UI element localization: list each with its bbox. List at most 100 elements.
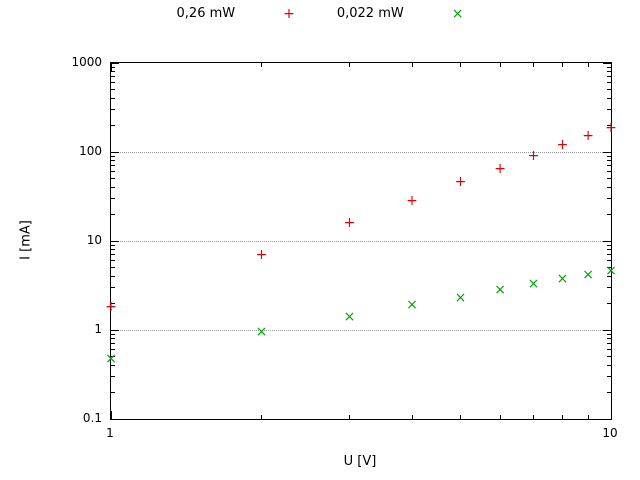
x-axis-tick	[110, 63, 112, 71]
x-axis-minor-tick	[499, 63, 501, 67]
x-axis-minor-tick	[349, 63, 351, 67]
data-point-x-marker: ×	[527, 275, 540, 292]
data-point-plus-marker: +	[556, 136, 569, 153]
x-axis-minor-tick	[533, 415, 535, 419]
y-axis-minor-tick	[111, 391, 115, 393]
y-axis-minor-tick	[111, 97, 115, 99]
y-axis-minor-tick	[111, 213, 115, 215]
x-axis-minor-tick	[459, 63, 461, 67]
y-axis-minor-tick	[607, 391, 611, 393]
data-point-x-marker: ×	[556, 271, 569, 288]
data-point-x-marker: ×	[582, 266, 594, 283]
legend-label: 0,26 mW	[176, 6, 236, 21]
y-axis-minor-tick	[111, 254, 115, 256]
y-axis-minor-tick	[111, 260, 115, 262]
data-point-x-marker: ×	[454, 289, 467, 306]
x-axis-minor-tick	[562, 415, 564, 419]
y-axis-minor-tick	[111, 376, 115, 378]
y-axis-minor-tick	[111, 186, 115, 188]
data-point-plus-marker: +	[605, 120, 617, 137]
data-point-plus-marker: +	[582, 128, 594, 145]
x-axis-minor-tick	[411, 63, 413, 67]
y-axis-minor-tick	[111, 178, 115, 180]
y-axis-minor-tick	[607, 343, 611, 345]
y-axis-minor-tick	[607, 165, 611, 167]
y-tick-label: 100	[79, 144, 102, 158]
y-axis-tick	[603, 151, 611, 153]
y-axis-minor-tick	[111, 66, 115, 68]
y-axis-minor-tick	[111, 343, 115, 345]
y-axis-minor-tick	[607, 249, 611, 251]
y-axis-minor-tick	[607, 213, 611, 215]
x-tick-label: 10	[602, 426, 618, 440]
y-axis-minor-tick	[607, 244, 611, 246]
y-axis-minor-tick	[607, 333, 611, 335]
y-axis-minor-tick	[607, 302, 611, 304]
data-point-x-marker: ×	[105, 351, 117, 368]
y-axis-tick	[111, 62, 119, 64]
gridline	[111, 330, 611, 331]
data-point-x-marker: ×	[605, 263, 617, 279]
y-axis-minor-tick	[111, 333, 115, 335]
gridline	[111, 241, 611, 242]
y-axis-tick	[111, 151, 119, 153]
y-axis-minor-tick	[111, 82, 115, 84]
y-axis-minor-tick	[111, 89, 115, 91]
y-axis-tick	[111, 418, 119, 420]
y-axis-minor-tick	[607, 66, 611, 68]
y-axis-minor-tick	[607, 155, 611, 157]
y-axis-minor-tick	[607, 178, 611, 180]
y-axis-minor-tick	[607, 109, 611, 111]
y-axis-minor-tick	[607, 287, 611, 289]
y-axis-minor-tick	[111, 71, 115, 73]
y-axis-tick	[111, 240, 119, 242]
y-axis-minor-tick	[111, 275, 115, 277]
x-axis-minor-tick	[562, 63, 564, 67]
legend: 0,26 mW + 0,022 mW ×	[0, 6, 640, 21]
y-axis-tick	[603, 62, 611, 64]
y-axis-minor-tick	[111, 249, 115, 251]
plus-marker-icon: +	[283, 5, 295, 22]
y-tick-label: 1	[94, 322, 102, 336]
data-point-plus-marker: +	[454, 174, 467, 190]
y-axis-minor-tick	[607, 71, 611, 73]
y-axis-tick	[603, 418, 611, 420]
x-axis-minor-tick	[587, 63, 589, 67]
data-point-plus-marker: +	[343, 214, 356, 231]
x-axis-tick	[110, 411, 112, 419]
y-axis-minor-tick	[607, 124, 611, 126]
y-axis-tick	[603, 329, 611, 331]
y-axis-minor-tick	[111, 338, 115, 340]
y-axis-minor-tick	[607, 267, 611, 269]
y-axis-minor-tick	[607, 338, 611, 340]
y-axis-minor-tick	[111, 76, 115, 78]
data-point-x-marker: ×	[494, 282, 506, 299]
y-tick-label: 1000	[71, 55, 102, 69]
x-axis-minor-tick	[499, 415, 501, 419]
y-axis-minor-tick	[607, 186, 611, 188]
gridline	[111, 152, 611, 153]
data-point-x-marker: ×	[343, 308, 356, 325]
y-axis-minor-tick	[111, 124, 115, 126]
x-tick-label: 1	[106, 426, 114, 440]
y-axis-minor-tick	[607, 356, 611, 358]
x-axis-minor-tick	[349, 415, 351, 419]
y-axis-minor-tick	[607, 160, 611, 162]
y-axis-minor-tick	[111, 267, 115, 269]
data-point-plus-marker: +	[494, 160, 506, 177]
x-axis-minor-tick	[587, 415, 589, 419]
x-axis-minor-tick	[261, 415, 262, 419]
y-axis-minor-tick	[607, 82, 611, 84]
y-axis-minor-tick	[111, 155, 115, 157]
y-axis-minor-tick	[607, 376, 611, 378]
x-axis-minor-tick	[459, 415, 461, 419]
y-axis-minor-tick	[111, 171, 115, 173]
y-axis-minor-tick	[111, 356, 115, 358]
y-axis-title: I [mA]	[18, 220, 34, 260]
y-axis-minor-tick	[111, 287, 115, 289]
y-axis-minor-tick	[607, 260, 611, 262]
y-axis-minor-tick	[111, 165, 115, 167]
y-axis-minor-tick	[607, 349, 611, 351]
y-axis-minor-tick	[111, 160, 115, 162]
data-point-plus-marker: +	[527, 148, 540, 165]
